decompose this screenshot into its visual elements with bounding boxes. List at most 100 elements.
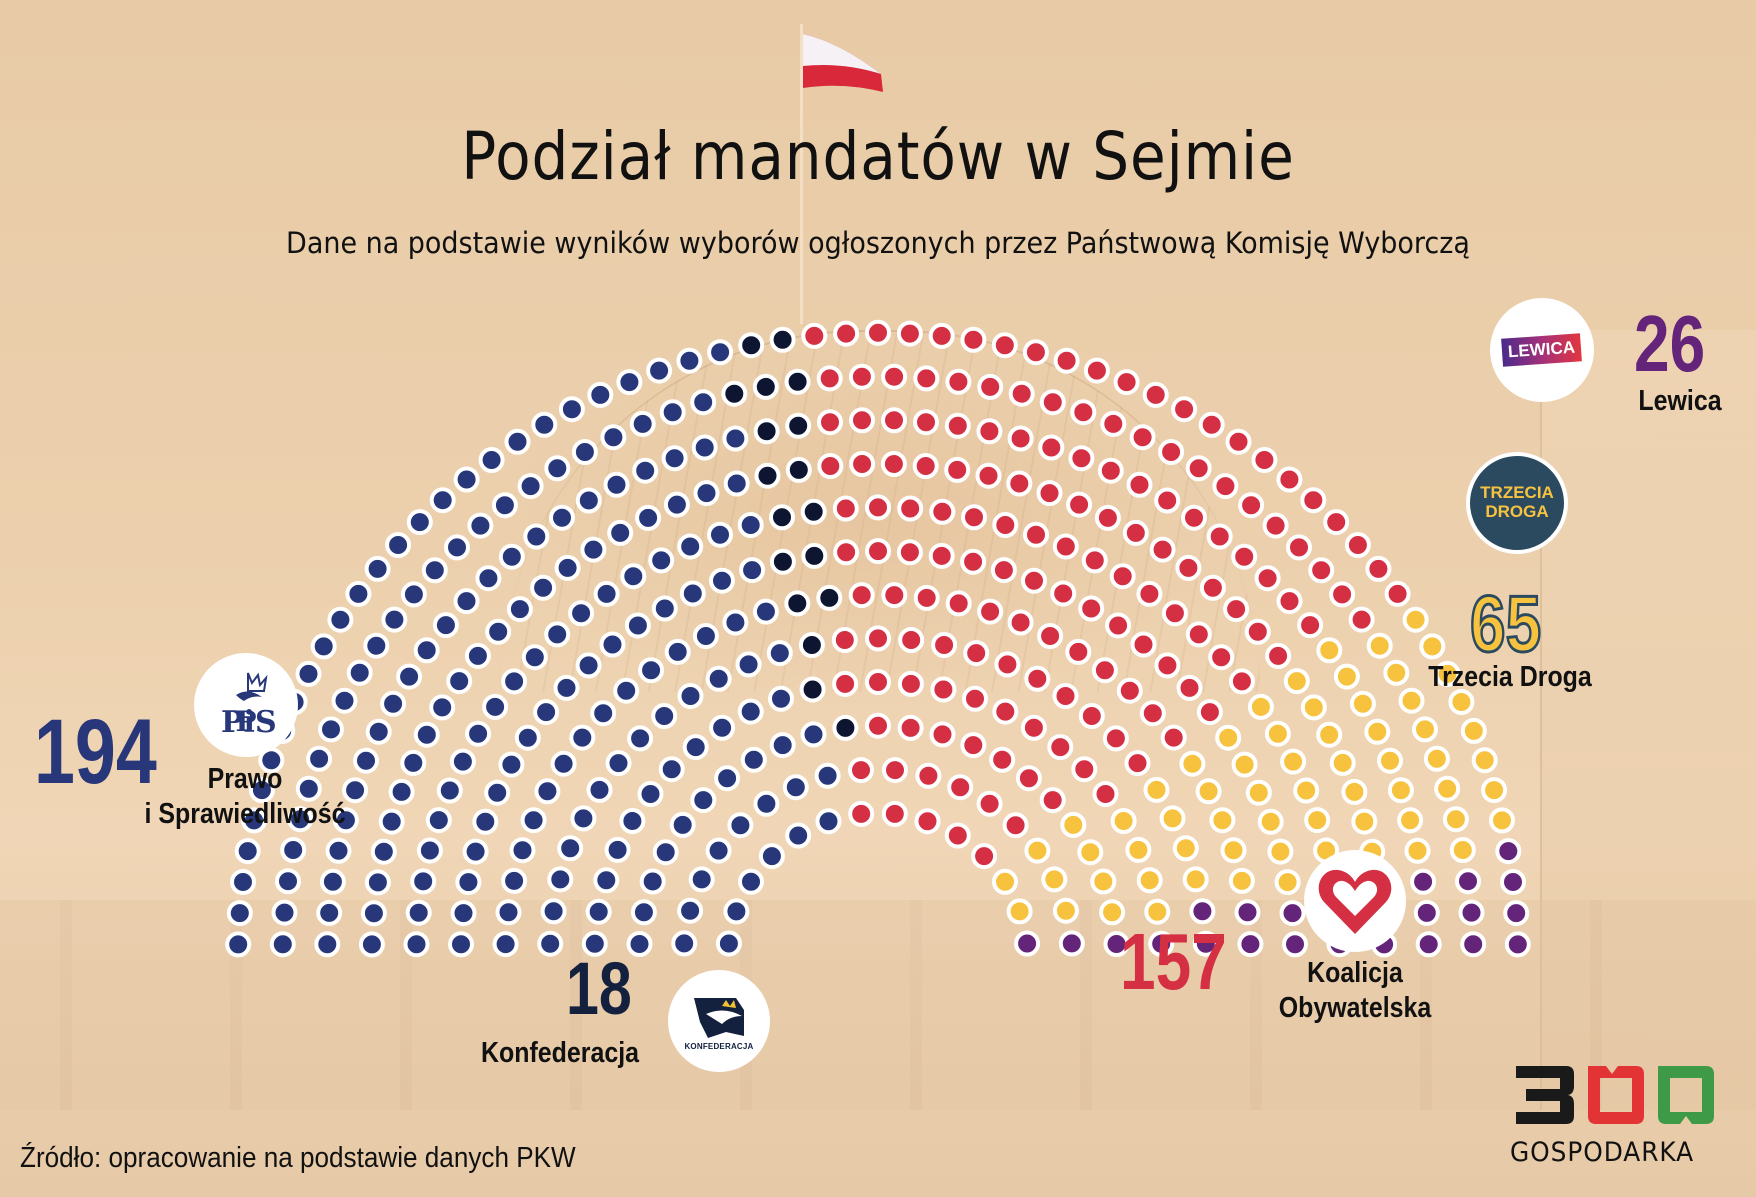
seat-dot [1351,808,1378,835]
seat-dot [705,665,732,692]
page-title: Podział mandatów w Sejmie [461,118,1295,195]
seat-dot [346,659,373,686]
seat-dot [629,410,656,437]
seat-dot [960,732,987,759]
trzecia-droga-party-name: Trzecia Droga [1428,661,1592,693]
seat-dot [1323,509,1350,536]
page-subtitle: Dane na podstawie wyników wyborów ogłosz… [286,226,1470,260]
seat-dot [1006,898,1033,925]
seat-dot [646,357,673,384]
seat-dot [1283,668,1310,695]
seat-dot [436,777,463,804]
seat-dot [1384,580,1411,607]
seat-dot [1402,606,1429,633]
seat-dot [976,418,1003,445]
seat-dot [814,762,841,789]
seat-dot [947,774,974,801]
seat-dot [1144,898,1171,925]
seat-dot [544,455,571,482]
seat-dot [557,835,584,862]
konfederacja-eagle-icon [694,997,744,1038]
seat-dot [520,807,547,834]
seat-dot [1100,410,1127,437]
seat-dot [234,838,261,865]
seat-dot [648,547,675,574]
seat-dot [388,778,415,805]
seat-dot [1006,470,1033,497]
seat-dot [620,563,647,590]
seat-dot [410,868,437,895]
seat-dot [960,326,987,353]
seat-dot [659,399,686,426]
seat-dot [604,836,631,863]
seat-dot [432,612,459,639]
seat-dot [1038,434,1065,461]
seat-dot [248,777,275,804]
seat-dot [738,332,765,359]
seat-dot [501,668,528,695]
seat-dot [1234,899,1261,926]
seat-dot [484,779,511,806]
seat-dot [1209,807,1236,834]
seat-dot [865,494,891,521]
seat-dot [627,725,654,752]
seat-dot [1130,631,1157,658]
seat-dot [400,749,427,776]
seat-dot [453,466,480,493]
seat-dot [977,373,1004,400]
seat-dot [817,409,843,436]
seat-dot [1293,777,1320,804]
seat-dot [1065,638,1092,665]
seat-dot [1122,519,1149,546]
seat-dot [364,555,391,582]
seat-dot [1504,931,1531,958]
seat-dot [365,718,392,745]
brand-word: GOSPODARKA [1510,1137,1695,1168]
seat-dot [679,580,706,607]
seat-dot [799,676,826,703]
seat-dot [1158,439,1185,465]
seat-dot [568,600,595,627]
seat-dot [1308,557,1335,584]
seat-dot [1139,700,1166,727]
seat-dot [929,721,956,748]
seat-dot [593,867,620,894]
seat-dot [405,899,432,926]
seat-dot [378,808,405,835]
seat-dot [705,837,732,864]
seat-dot [991,332,1018,359]
seat-dot [269,931,296,958]
seat-dot [1189,898,1216,925]
seat-dot [1276,588,1303,615]
seat-dot [575,487,602,514]
seat-dot [1039,389,1066,416]
seat-dot [1126,471,1153,498]
seat-dot [723,470,750,497]
seat-dot [1092,781,1119,807]
seat-dot [1265,642,1292,669]
seat-dot [1199,574,1226,601]
seat-dot [848,800,875,827]
seat-dot [709,714,736,741]
seat-dot [1448,689,1475,715]
seat-dot [880,451,907,477]
seat-dot [449,748,476,775]
seat-dot [658,756,685,783]
brand-300-icon [1516,1066,1714,1124]
seat-dot [769,548,796,575]
seat-dot [1228,867,1255,894]
seat-dot [753,790,780,817]
seat-dot [1097,457,1124,484]
seat-dot [723,898,750,925]
seat-dot [1052,683,1079,709]
seat-dot [396,663,423,690]
seat-dot [1148,930,1175,957]
seat-dot [485,618,512,645]
seat-dot [963,640,990,667]
seat-dot [1102,725,1129,752]
seat-dot [1366,632,1393,659]
seat-dot [475,565,502,592]
seat-dot [1262,512,1289,539]
seat-dot [1154,487,1181,514]
seat-dot [406,509,433,536]
